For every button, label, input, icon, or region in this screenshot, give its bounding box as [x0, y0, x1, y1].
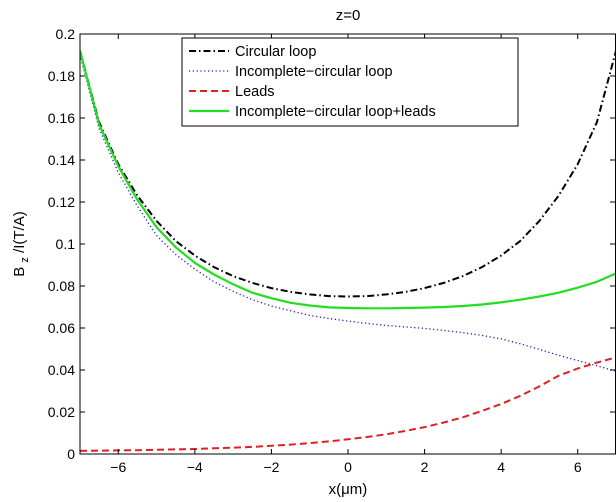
legend: Circular loop Incomplete−circular loop Lea…	[181, 37, 519, 127]
x-axis: −6 −4 −2 0 2 4 6	[110, 34, 582, 475]
legend-box	[181, 37, 519, 127]
y-tick-label: 0.08	[48, 278, 75, 294]
y-tick-label: 0.04	[48, 362, 75, 378]
y-tick-label: 0.02	[48, 404, 75, 420]
x-tick-label: −4	[187, 459, 203, 475]
y-axis-label-main: B	[11, 267, 28, 277]
legend-label: Incomplete−circular loop+leads	[235, 104, 436, 120]
y-axis-label-subscript: z	[19, 257, 31, 263]
y-tick-label: 0.12	[48, 194, 75, 210]
y-axis-label: B z /I(T/A)	[11, 211, 32, 277]
y-tick-label: 0.14	[48, 152, 75, 168]
x-tick-label: 2	[421, 459, 429, 475]
x-axis-label: x(μm)	[329, 481, 368, 498]
y-tick-label: 0	[67, 446, 75, 462]
x-tick-label: 0	[344, 459, 352, 475]
chart-title: z=0	[336, 7, 361, 24]
series-line-1	[80, 50, 616, 298]
x-tick-label: 4	[497, 459, 505, 475]
y-tick-label: 0.16	[48, 110, 75, 126]
y-tick-label: 0.1	[56, 236, 76, 252]
legend-label: Circular loop	[235, 44, 316, 60]
legend-label: Incomplete−circular loop	[235, 64, 393, 80]
legend-label: Leads	[235, 84, 275, 100]
y-tick-label: 0.2	[56, 26, 76, 42]
series-line-2	[80, 54, 616, 372]
series-line-3	[80, 356, 616, 452]
series-line-4	[80, 50, 616, 310]
y-axis: 0 0.02 0.04 0.06 0.08 0.1 0.12 0.14 0.16 0.18 0.2	[48, 26, 615, 462]
y-tick-label: 0.06	[48, 320, 75, 336]
series-layer	[80, 50, 616, 452]
y-tick-label: 0.18	[48, 68, 75, 84]
x-tick-label: 6	[574, 459, 582, 475]
x-tick-label: −2	[263, 459, 279, 475]
y-axis-label-rest: /I(T/A)	[11, 211, 28, 253]
x-tick-label: −6	[110, 459, 126, 475]
